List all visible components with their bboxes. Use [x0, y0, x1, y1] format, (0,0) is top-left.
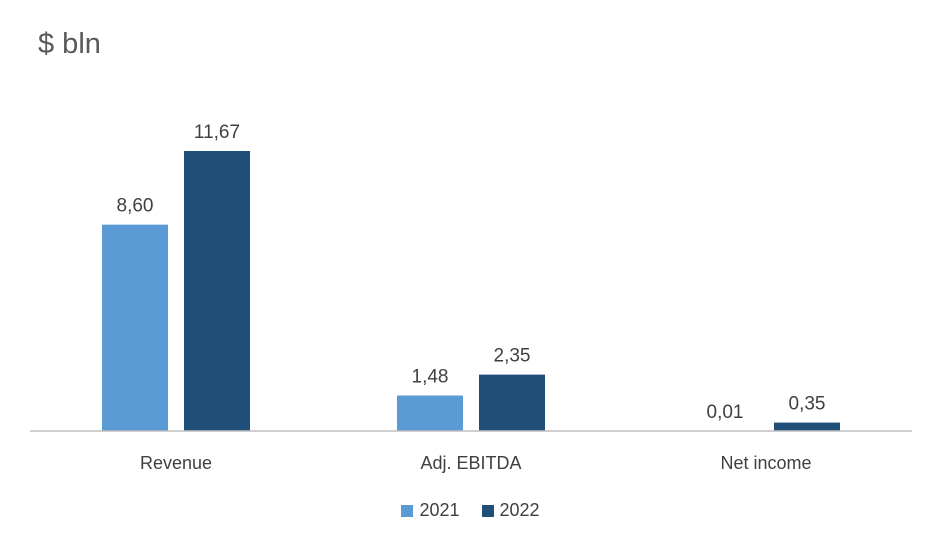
legend-item-2021: 2021: [401, 500, 460, 521]
category-label-revenue: Revenue: [140, 453, 212, 473]
legend-swatch-2021: [401, 504, 414, 517]
legend-item-2022: 2022: [481, 500, 540, 521]
data-label-net-income-2021: 0,01: [707, 402, 744, 423]
legend-swatch-2022: [481, 504, 494, 517]
legend-label-2021: 2021: [419, 500, 460, 520]
category-label-net-income: Net income: [720, 453, 811, 473]
bar-revenue-2022: [184, 151, 250, 431]
bar-revenue-2021: [102, 224, 168, 431]
legend: 2021 2022: [0, 500, 941, 521]
bar-adj-ebitda-2022: [479, 374, 545, 431]
data-label-net-income-2022: 0,35: [789, 394, 826, 415]
data-label-adj-ebitda-2022: 2,35: [494, 346, 531, 367]
category-label-adj-ebitda: Adj. EBITDA: [420, 453, 521, 473]
data-label-adj-ebitda-2021: 1,48: [412, 366, 449, 387]
data-label-revenue-2022: 11,67: [194, 122, 240, 143]
chart-title: $ bln: [38, 28, 101, 60]
bar-net-income-2022: [774, 422, 840, 431]
data-label-revenue-2021: 8,60: [117, 196, 154, 217]
legend-label-2022: 2022: [499, 500, 540, 520]
bar-adj-ebitda-2021: [397, 395, 463, 431]
